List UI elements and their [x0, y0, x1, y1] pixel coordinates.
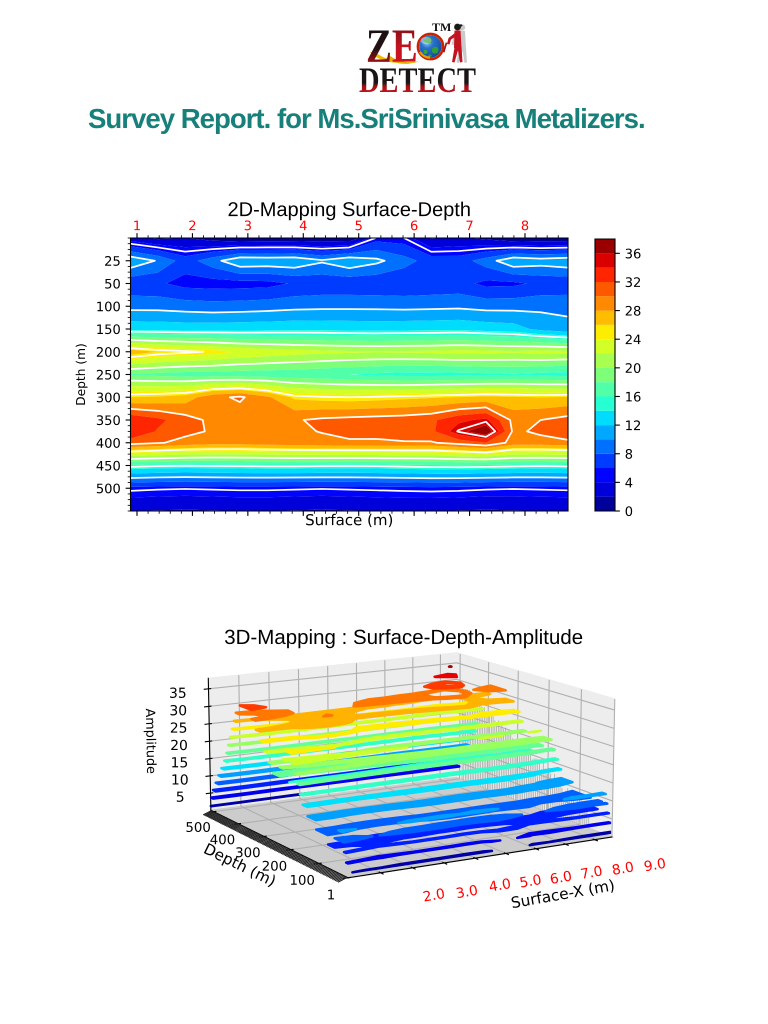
svg-text:TM: TM: [432, 20, 451, 34]
svg-text:E: E: [392, 20, 418, 73]
svg-text:Z: Z: [366, 20, 392, 73]
svg-text:DETECT: DETECT: [359, 61, 476, 97]
